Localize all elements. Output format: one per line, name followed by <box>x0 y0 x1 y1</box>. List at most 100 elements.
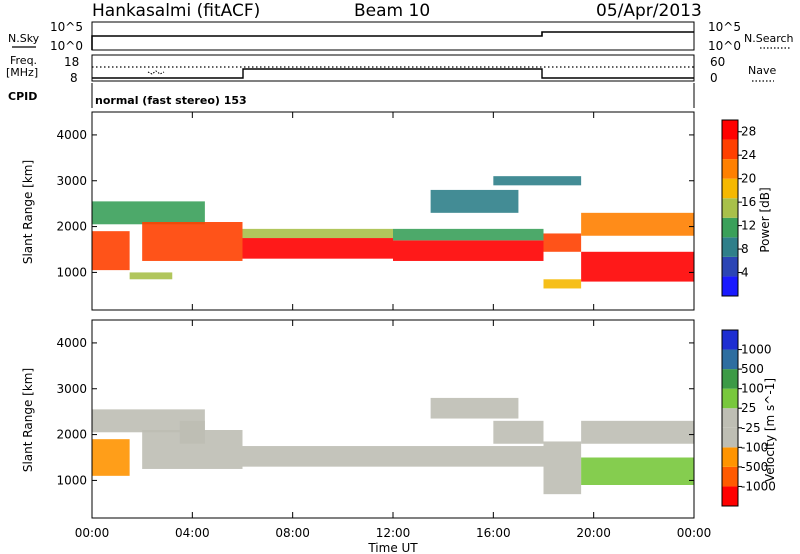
colorbar-swatch <box>722 198 738 218</box>
colorbar-swatch <box>722 447 738 467</box>
x-tick-label: 16:00 <box>476 526 511 540</box>
power-band-8 <box>430 189 519 213</box>
freq-tick-high: 18 <box>64 55 79 69</box>
velocity-band-4 <box>242 446 544 467</box>
colorbar-swatch <box>722 486 738 506</box>
velocity-band-3 <box>179 420 205 444</box>
nave-tick-high: 60 <box>710 55 725 69</box>
colorbar-swatch <box>722 276 738 296</box>
colorbar-swatch <box>722 369 738 389</box>
colorbar-swatch <box>722 178 738 199</box>
colorbar-tick-label: 4 <box>741 266 749 280</box>
colorbar-swatch <box>722 159 738 179</box>
colorbar-tick-label: 16 <box>741 195 756 209</box>
power-band-6 <box>393 240 544 261</box>
power-band-10 <box>543 279 582 289</box>
power-band-13 <box>493 176 582 186</box>
nsky-tick-low: 10^0 <box>50 39 83 53</box>
colorbar-swatch <box>722 408 738 428</box>
y-tick-label: 2000 <box>56 220 87 234</box>
y-tick-label: 3000 <box>56 174 87 188</box>
nsearch-label: N.Search <box>744 32 794 45</box>
colorbar-tick-label: 100 <box>741 382 764 396</box>
colorbar-swatch <box>722 256 738 277</box>
velocity-band-8 <box>581 457 694 485</box>
nave-label: Nave <box>748 64 776 77</box>
colorbar-tick-label: -25 <box>741 421 761 435</box>
cpid-label: CPID <box>8 90 37 103</box>
colorbar-swatch <box>722 330 738 350</box>
nave-tick-low: 0 <box>710 71 718 85</box>
freq-label: Freq. <box>10 54 37 67</box>
y-tick-label: 4000 <box>56 336 87 350</box>
beam-title: Beam 10 <box>354 1 430 21</box>
colorbar-tick-label: 28 <box>741 125 756 139</box>
freq-tick-low: 8 <box>70 71 78 85</box>
velocity-band-5 <box>430 397 519 419</box>
power-bands <box>92 176 694 289</box>
nsky-label: N.Sky <box>8 32 40 45</box>
colorbar-tick-label: 8 <box>741 242 749 256</box>
x-tick-label: 08:00 <box>275 526 310 540</box>
velocity-band-1 <box>92 409 205 433</box>
colorbar-frame <box>721 329 739 507</box>
nsky-panel: N.Sky 10^5 10^0 10^5 10^0 N.Search <box>8 20 794 53</box>
colorbar-tick-label: 25 <box>741 401 756 415</box>
power-band-2 <box>129 272 173 280</box>
nave-dip <box>147 70 165 75</box>
colorbar-tick-label: -500 <box>741 460 768 474</box>
nsky-tick-high: 10^5 <box>50 20 83 34</box>
velocity-band-9 <box>581 420 694 444</box>
colorbar-tick-label: -100 <box>741 440 768 454</box>
power-band-11 <box>581 251 694 282</box>
y-tick-label: 4000 <box>56 128 87 142</box>
date-title: 05/Apr/2013 <box>596 1 702 21</box>
colorbar-swatch <box>722 349 738 370</box>
freq-frame <box>91 54 695 82</box>
velocity-band-6 <box>493 420 544 444</box>
time-axis: 00:00 04:00 08:00 12:00 16:00 20:00 00:00 <box>75 112 711 540</box>
station-title: Hankasalmi (fitACF) <box>92 1 260 21</box>
nsearch-tick-high: 10^5 <box>708 20 741 34</box>
velocity-panel: 1000 2000 3000 4000 Slant Range [km] 1000 50… <box>21 319 777 519</box>
power-colorbar: 4 8 12 16 20 24 28 <box>721 119 756 297</box>
colorbar-frame <box>721 119 739 297</box>
colorbar-tick-label: 500 <box>741 362 764 376</box>
power-band-5 <box>242 228 393 239</box>
power-ylabel: Slant Range [km] <box>21 160 35 264</box>
y-tick-label: 2000 <box>56 428 87 442</box>
nsky-line <box>91 31 694 50</box>
y-tick-label: 3000 <box>56 382 87 396</box>
colorbar-tick-label: 1000 <box>741 343 772 357</box>
velocity-colorbar: 1000 500 100 25 -25 -100 -500 -1000 <box>721 329 776 507</box>
power-band-9 <box>543 233 582 252</box>
colorbar-swatch <box>722 217 738 238</box>
velocity-ylabel: Slant Range [km] <box>21 368 35 472</box>
power-band-3 <box>142 222 243 261</box>
cpid-text: normal (fast stereo) 153 <box>95 94 247 107</box>
power-panel: 1000 2000 3000 4000 Slant Range [km] 4 8 12 16… <box>21 111 772 311</box>
velocity-colorbar-label: Velocity [m s^-1] <box>763 378 777 482</box>
power-band-7 <box>393 228 544 241</box>
velocity-colorbar-label-text: Velocity [m s^-1] <box>763 378 777 482</box>
y-tick-label: 1000 <box>56 265 87 279</box>
nsky-trace <box>91 31 694 50</box>
power-colorbar-label: Power [dB] <box>758 187 772 252</box>
velocity-band-0 <box>92 439 130 476</box>
colorbar-swatch <box>722 466 738 487</box>
power-band-12 <box>581 212 694 236</box>
freq-panel: Freq. [MHz] 18 8 60 0 Nave <box>6 54 776 85</box>
x-tick-label: 00:00 <box>75 526 110 540</box>
power-band-4 <box>242 238 393 259</box>
velocity-bands <box>92 397 694 495</box>
colorbar-swatch <box>722 388 738 409</box>
x-tick-label: 04:00 <box>175 526 210 540</box>
velocity-y-axis: 1000 2000 3000 4000 <box>56 336 694 487</box>
colorbar-swatch <box>722 427 738 448</box>
power-band-0 <box>92 231 130 271</box>
power-band-1 <box>92 201 205 225</box>
velocity-band-7 <box>543 441 582 495</box>
cpid-panel: CPID normal (fast stereo) 153 <box>8 83 695 108</box>
x-tick-label: 20:00 <box>576 526 611 540</box>
